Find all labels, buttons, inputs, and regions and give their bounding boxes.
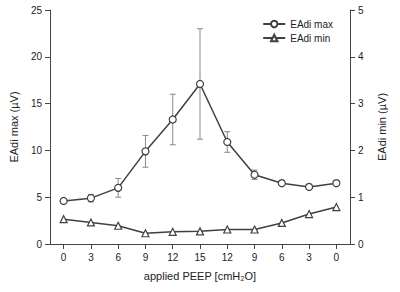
svg-text:12: 12 <box>167 252 179 263</box>
svg-text:25: 25 <box>31 5 43 16</box>
svg-text:0: 0 <box>61 252 67 263</box>
svg-text:1: 1 <box>358 192 364 203</box>
svg-text:0: 0 <box>36 239 42 250</box>
svg-text:6: 6 <box>279 252 285 263</box>
svg-text:15: 15 <box>194 252 206 263</box>
svg-text:0: 0 <box>334 252 340 263</box>
svg-text:4: 4 <box>358 51 364 62</box>
svg-text:EAdi max: EAdi max <box>290 19 333 30</box>
svg-text:3: 3 <box>306 252 312 263</box>
svg-text:6: 6 <box>115 252 121 263</box>
svg-text:0: 0 <box>358 239 364 250</box>
svg-text:15: 15 <box>31 98 43 109</box>
svg-text:3: 3 <box>88 252 94 263</box>
svg-text:12: 12 <box>222 252 234 263</box>
svg-text:3: 3 <box>358 98 364 109</box>
svg-text:5: 5 <box>358 5 364 16</box>
svg-text:10: 10 <box>31 145 43 156</box>
svg-text:9: 9 <box>143 252 149 263</box>
svg-text:5: 5 <box>36 192 42 203</box>
svg-text:9: 9 <box>252 252 258 263</box>
svg-text:EAdi min: EAdi min <box>290 33 330 44</box>
svg-text:20: 20 <box>31 51 43 62</box>
svg-text:EAdi min (µV): EAdi min (µV) <box>376 93 388 161</box>
svg-text:2: 2 <box>358 145 364 156</box>
svg-text:applied PEEP [cmH₂O]: applied PEEP [cmH₂O] <box>144 270 256 282</box>
svg-text:EAdi max (µV): EAdi max (µV) <box>8 91 20 162</box>
